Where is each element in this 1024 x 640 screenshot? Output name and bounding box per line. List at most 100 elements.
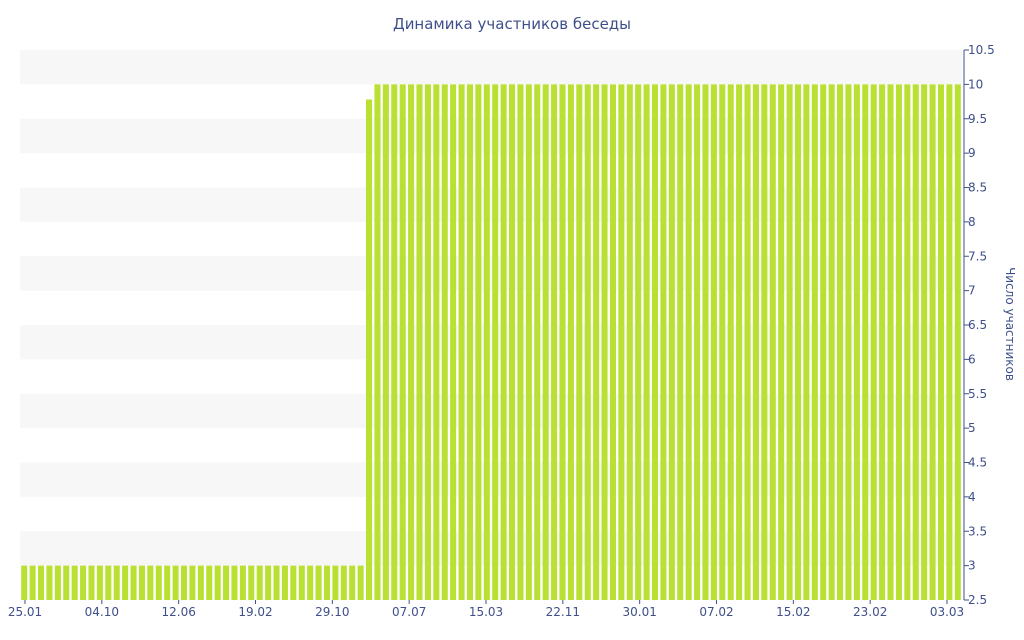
x-tick-label: 15.03 <box>469 605 503 619</box>
bar <box>736 84 743 600</box>
bar <box>29 565 36 600</box>
y-tick-label: 7 <box>968 284 976 298</box>
bar <box>937 84 945 600</box>
x-tick-label: 04.10 <box>85 605 119 619</box>
bar <box>929 84 936 600</box>
bar <box>651 84 659 600</box>
y-tick-label: 9.5 <box>968 112 987 126</box>
y-tick-label: 6 <box>968 352 976 366</box>
y-tick-label: 3.5 <box>968 524 987 538</box>
bar <box>593 84 600 600</box>
bar <box>155 565 162 600</box>
bar <box>609 84 616 600</box>
bar <box>374 84 381 600</box>
bar <box>879 84 886 600</box>
bar <box>122 565 129 600</box>
bar <box>273 565 280 600</box>
bar <box>433 84 440 600</box>
bar <box>551 84 558 600</box>
bar <box>307 565 314 600</box>
bar <box>769 84 776 600</box>
bar <box>231 565 238 600</box>
y-tick-label: 10.5 <box>968 43 995 57</box>
bar <box>189 565 196 600</box>
bar <box>710 84 717 600</box>
bar <box>466 84 474 600</box>
bar <box>382 84 389 600</box>
bar <box>256 565 263 600</box>
bar <box>525 84 532 600</box>
bar <box>870 84 877 600</box>
bar <box>340 565 347 600</box>
x-tick-label: 07.02 <box>699 605 733 619</box>
bar <box>853 84 860 600</box>
y-axis-title: Число участников <box>1003 267 1017 381</box>
x-tick-label: 25.01 <box>8 605 42 619</box>
y-tick-label: 4.5 <box>968 456 987 470</box>
bar <box>500 84 507 600</box>
bar <box>475 84 482 600</box>
x-tick-label: 07.07 <box>392 605 426 619</box>
x-axis-ticks: 25.01 04.10 12.06 19.02 29.10 07.07 15.03 22.11… <box>8 600 964 619</box>
bar <box>323 565 331 600</box>
bar <box>206 565 213 600</box>
bar <box>694 84 701 600</box>
bar <box>214 565 221 600</box>
bar <box>483 84 490 600</box>
bar <box>223 565 230 600</box>
bar <box>811 84 818 600</box>
x-tick-label: 12.06 <box>161 605 195 619</box>
bar <box>508 84 516 600</box>
bar <box>265 565 272 600</box>
y-tick-label: 9 <box>968 146 976 160</box>
bar <box>80 565 87 600</box>
bar <box>601 84 608 600</box>
x-tick-label: 30.01 <box>622 605 656 619</box>
bar <box>752 84 759 600</box>
bar <box>71 565 78 600</box>
y-axis-ticks: 2.5 3 3.5 4 4.5 5 5.5 6 6.5 7 7.5 8 8.5 9 9.5 10 10.5 <box>964 43 995 607</box>
bar <box>424 84 431 600</box>
y-tick-label: 7.5 <box>968 249 987 263</box>
bar <box>702 84 709 600</box>
bar <box>88 565 95 600</box>
bar <box>458 84 465 600</box>
bar <box>719 84 726 600</box>
bar <box>559 84 566 600</box>
bar <box>635 84 642 600</box>
y-tick-label: 8 <box>968 215 976 229</box>
bar <box>643 84 650 600</box>
bar <box>332 565 339 600</box>
bar <box>685 84 692 600</box>
bar <box>954 84 961 600</box>
bar <box>399 84 406 600</box>
bar <box>450 84 457 600</box>
bar <box>677 84 684 600</box>
bar <box>441 84 448 600</box>
bar <box>164 565 171 600</box>
bar <box>567 84 574 600</box>
bar <box>921 84 928 600</box>
bar <box>820 84 827 600</box>
x-tick-label: 15.02 <box>776 605 810 619</box>
bar <box>786 84 793 600</box>
bar <box>366 99 373 600</box>
bar <box>298 565 305 600</box>
bar <box>576 84 583 600</box>
bar <box>357 565 364 600</box>
bar <box>408 84 415 600</box>
bar <box>778 84 785 600</box>
bar <box>584 84 591 600</box>
bar <box>492 84 499 600</box>
bar <box>248 565 255 600</box>
y-tick-label: 3 <box>968 559 976 573</box>
y-tick-label: 6.5 <box>968 318 987 332</box>
bar <box>197 565 204 600</box>
y-tick-label: 8.5 <box>968 181 987 195</box>
bar <box>542 84 549 600</box>
bar <box>668 84 675 600</box>
x-tick-label: 23.02 <box>853 605 887 619</box>
bar <box>416 84 423 600</box>
x-tick-label: 19.02 <box>238 605 272 619</box>
